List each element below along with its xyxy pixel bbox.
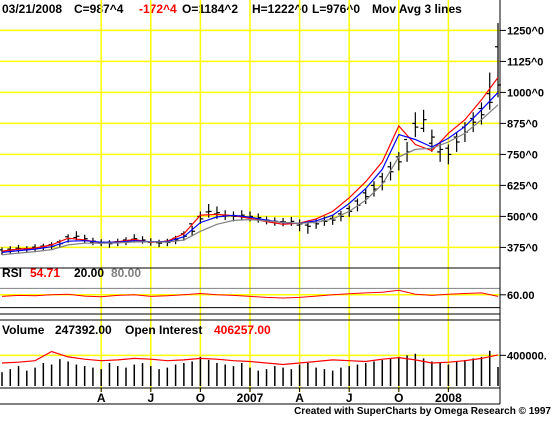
- price-y-tick-label-3: 875^0: [507, 118, 538, 130]
- footer-credit: Created with SuperCharts by Omega Resear…: [294, 406, 551, 417]
- x-tick-label-2: O: [196, 391, 205, 405]
- volume-value: 247392.00: [55, 323, 112, 337]
- x-tick-label-3: 2007: [237, 391, 264, 405]
- price-y-tick-label-0: 1250^0: [507, 25, 544, 37]
- moving-average-line-ma_mid: [1, 91, 499, 253]
- header-change: -172^4: [139, 2, 177, 16]
- header-low: L=976^0: [312, 2, 360, 16]
- volume-y-tick-label: 400000.: [507, 350, 547, 362]
- price-bar: [304, 222, 311, 234]
- price-bar: [329, 214, 336, 225]
- x-tick-label-0: A: [97, 391, 106, 405]
- rsi-label: RSI: [2, 266, 22, 280]
- header-high: H=1222^0: [252, 2, 308, 16]
- axis-layer: 1250^0 1125^0 1000^0 875^0 750^0 625^0 500^0 37…: [0, 0, 547, 405]
- open-interest-value: 406257.00: [214, 323, 271, 337]
- open-interest-label: Open Interest: [125, 323, 202, 337]
- x-tick-label-1: J: [147, 391, 154, 405]
- rsi-level-low: 20.00: [74, 266, 104, 280]
- moving-average-line-ma_slow: [1, 104, 499, 256]
- x-tick-label-7: 2008: [435, 391, 462, 405]
- price-bar: [453, 132, 460, 152]
- price-bar: [445, 144, 452, 165]
- volume-panel: [1, 350, 499, 386]
- x-tick-label-5: J: [346, 391, 353, 405]
- x-tick-label-6: O: [394, 391, 403, 405]
- header-close: C=987^4: [74, 2, 124, 16]
- price-y-tick-label-7: 375^0: [507, 242, 538, 254]
- price-y-tick-label-1: 1125^0: [507, 56, 543, 68]
- rsi-y-tick-label: 60.00: [507, 290, 535, 302]
- price-bar: [362, 189, 369, 204]
- header-open: O=1184^2: [182, 2, 238, 16]
- grid-layer: [0, 0, 500, 392]
- open-interest-line: [1, 350, 499, 366]
- price-y-tick-label-4: 750^0: [507, 149, 538, 161]
- price-bar: [478, 102, 485, 125]
- price-panel: [0, 22, 501, 256]
- price-bar: [156, 239, 163, 248]
- moving-average-line-ma_fast: [1, 77, 499, 252]
- price-bar: [412, 112, 419, 138]
- x-tick-label-4: A: [295, 391, 304, 405]
- header-study: Mov Avg 3 lines: [372, 2, 462, 16]
- price-bar: [189, 223, 196, 237]
- rsi-value: 54.71: [30, 266, 60, 280]
- price-y-tick-label-5: 625^0: [507, 180, 538, 192]
- price-bar: [337, 210, 344, 222]
- rsi-level-high: 80.00: [111, 266, 141, 280]
- header-date: 03/21/2008: [2, 2, 62, 16]
- volume-label: Volume: [2, 323, 45, 337]
- price-bar: [420, 109, 427, 133]
- rsi-line: [1, 289, 499, 299]
- price-y-tick-label-2: 1000^0: [507, 87, 544, 99]
- price-y-tick-label-6: 500^0: [507, 211, 538, 223]
- price-bar: [486, 72, 493, 110]
- rsi-panel: [0, 287, 500, 309]
